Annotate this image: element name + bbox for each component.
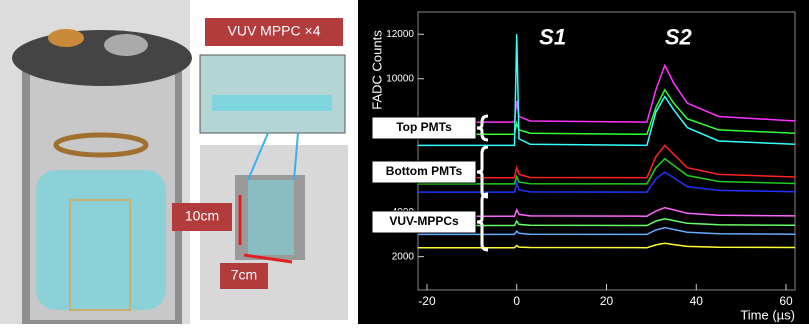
x-tick-label: -20 [418, 294, 436, 308]
group-label: VUV-MPPCs [389, 214, 459, 228]
top-flange [12, 30, 192, 86]
signal-label: S1 [539, 25, 566, 50]
mppc-zoom [212, 95, 332, 111]
mppc [248, 180, 294, 255]
figure: VUV MPPC ×4 10cm 7cm FADC Counts Time (µ… [0, 0, 809, 324]
sensor-label: VUV MPPC ×4 [228, 23, 321, 39]
signal-label: S2 [665, 25, 693, 50]
y-tick-label: 2000 [392, 251, 415, 262]
width-label: 7cm [231, 267, 257, 283]
x-tick-label: 40 [690, 294, 704, 308]
group-label: Bottom PMTs [386, 164, 463, 178]
group-label: Top PMTs [396, 120, 452, 134]
x-tick-label: 20 [600, 294, 614, 308]
port [104, 34, 148, 56]
y-tick-label: 12000 [386, 29, 414, 40]
x-tick-label: 0 [513, 294, 520, 308]
inner-vessel [36, 170, 166, 310]
x-axis-title: Time (µs) [740, 307, 795, 322]
y-axis-title: FADC Counts [369, 30, 384, 110]
tpc-image: VUV MPPC ×4 10cm 7cm [172, 0, 352, 324]
y-tick-label: 10000 [386, 73, 414, 84]
cryostat-image [0, 0, 192, 324]
height-label: 10cm [185, 208, 219, 224]
x-tick-label: 60 [779, 294, 793, 308]
port [48, 29, 84, 47]
zoom-box [200, 55, 345, 133]
